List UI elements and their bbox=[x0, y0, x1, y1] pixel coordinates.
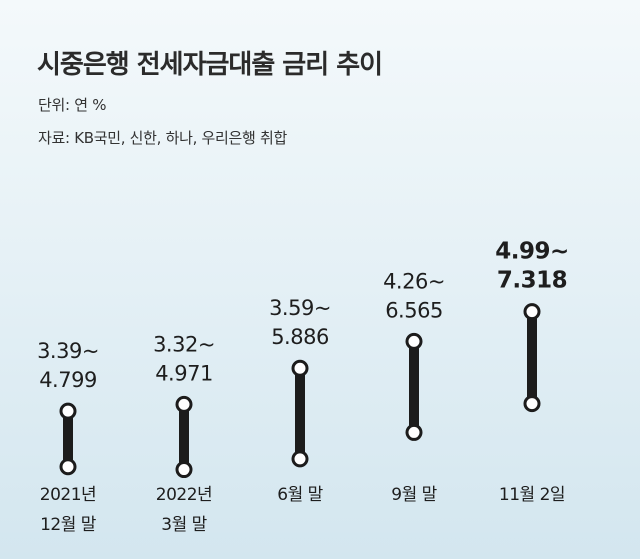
range-low-label: 4.26~ bbox=[383, 269, 445, 293]
range-high-label: 5.886 bbox=[271, 325, 329, 349]
high-marker bbox=[291, 359, 309, 377]
high-marker bbox=[59, 402, 77, 420]
range-low-label: 3.32~ bbox=[153, 332, 215, 356]
category-label: 9월 말 bbox=[391, 485, 437, 505]
chart-title: 시중은행 전세자금대출 금리 추이 bbox=[37, 50, 383, 80]
low-marker bbox=[175, 461, 193, 479]
range-high-label: 7.318 bbox=[497, 268, 567, 294]
range-high-label: 4.799 bbox=[39, 368, 97, 392]
range-high-label: 4.971 bbox=[155, 361, 213, 385]
category-label: 2021년 bbox=[40, 485, 96, 505]
range-low-label: 3.59~ bbox=[269, 296, 331, 320]
low-marker bbox=[291, 450, 309, 468]
category-label: 2022년 bbox=[156, 485, 212, 505]
source-note: 자료: KB국민, 신한, 하나, 우리은행 취합 bbox=[38, 129, 288, 147]
category-label: 6월 말 bbox=[277, 485, 323, 505]
high-marker bbox=[523, 303, 541, 321]
high-marker bbox=[405, 332, 423, 350]
low-marker bbox=[523, 395, 541, 413]
range-low-label: 4.99~ bbox=[495, 239, 569, 265]
high-marker bbox=[175, 395, 193, 413]
category-label: 3월 말 bbox=[161, 515, 207, 535]
low-marker bbox=[405, 423, 423, 441]
category-label: 11월 2일 bbox=[499, 485, 565, 505]
category-label: 12월 말 bbox=[40, 515, 97, 535]
low-marker bbox=[59, 458, 77, 476]
range-high-label: 6.565 bbox=[385, 298, 443, 322]
range-low-label: 3.39~ bbox=[37, 339, 99, 363]
unit-note: 단위: 연 % bbox=[38, 96, 107, 114]
